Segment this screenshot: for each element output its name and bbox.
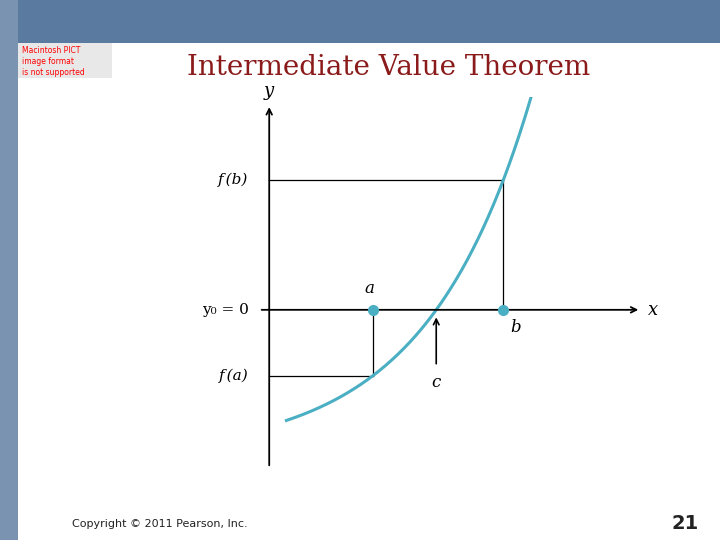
- Text: x: x: [648, 301, 658, 319]
- Text: f (b): f (b): [218, 173, 248, 187]
- FancyBboxPatch shape: [0, 0, 720, 43]
- Text: b: b: [510, 319, 521, 336]
- Text: Copyright © 2011 Pearson, Inc.: Copyright © 2011 Pearson, Inc.: [72, 519, 248, 529]
- Text: y₀ = 0: y₀ = 0: [202, 303, 248, 317]
- Text: Macintosh PICT
image format
is not supported: Macintosh PICT image format is not suppo…: [22, 46, 84, 77]
- FancyBboxPatch shape: [0, 0, 18, 540]
- Text: c: c: [431, 374, 441, 390]
- Text: a: a: [364, 280, 374, 297]
- Text: 21: 21: [671, 514, 698, 534]
- FancyBboxPatch shape: [18, 43, 112, 78]
- FancyBboxPatch shape: [0, 43, 720, 540]
- Text: Intermediate Value Theorem: Intermediate Value Theorem: [187, 54, 590, 81]
- Text: f (a): f (a): [219, 369, 248, 383]
- Text: y: y: [264, 82, 274, 99]
